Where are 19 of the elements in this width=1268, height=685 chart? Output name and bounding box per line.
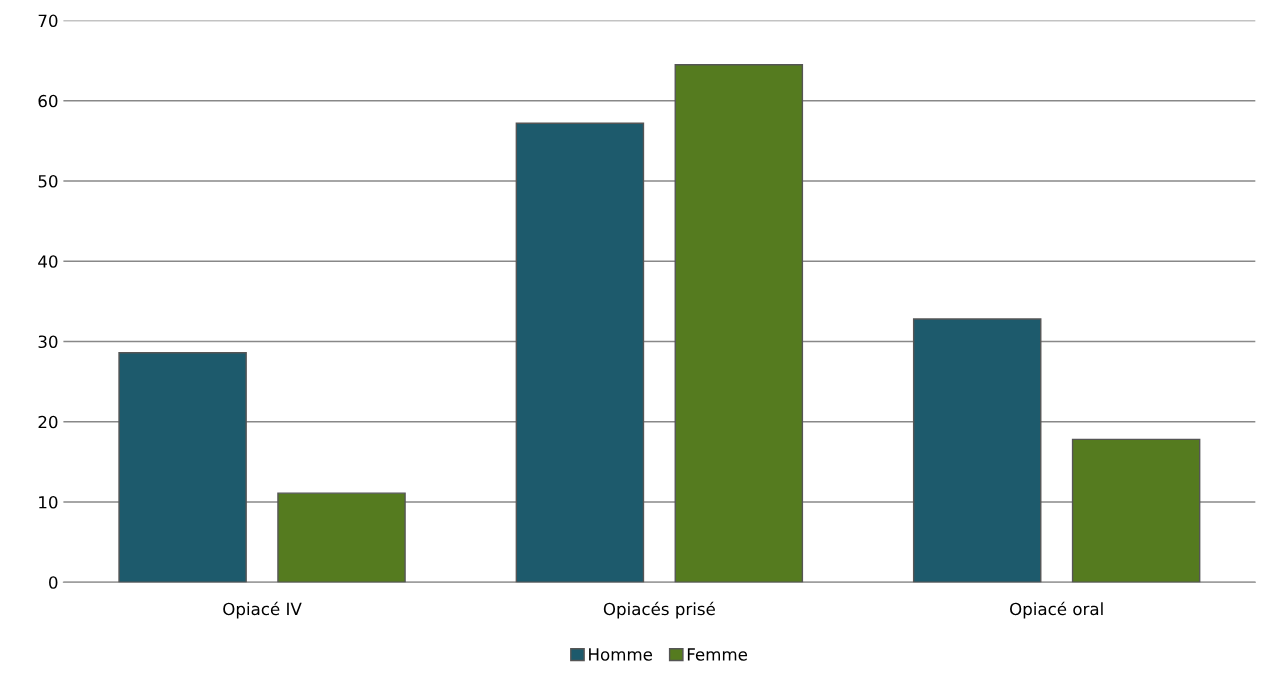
legend-label: Homme: [589, 648, 653, 661]
bar: [277, 492, 406, 583]
legend-label: Femme: [687, 648, 748, 661]
x-tick-label: Opiacés prisé: [603, 601, 715, 619]
x-tick-label: Opiacé oral: [1010, 601, 1103, 619]
bar: [674, 63, 804, 583]
y-tick-label: 30: [38, 335, 58, 349]
bar: [118, 352, 247, 583]
y-tick-label: 10: [39, 495, 58, 509]
x-tick-label: Opiacé IV: [223, 601, 302, 619]
y-tick-label: 0: [49, 576, 58, 589]
y-tick-label: 50: [38, 175, 58, 188]
bar: [912, 318, 1042, 583]
y-tick-label: 40: [38, 255, 58, 268]
y-tick-label: 60: [38, 94, 58, 108]
bar: [1071, 438, 1201, 583]
y-tick-label: 20: [38, 415, 58, 429]
bar: [515, 122, 645, 583]
y-tick-label: 70: [38, 14, 58, 28]
